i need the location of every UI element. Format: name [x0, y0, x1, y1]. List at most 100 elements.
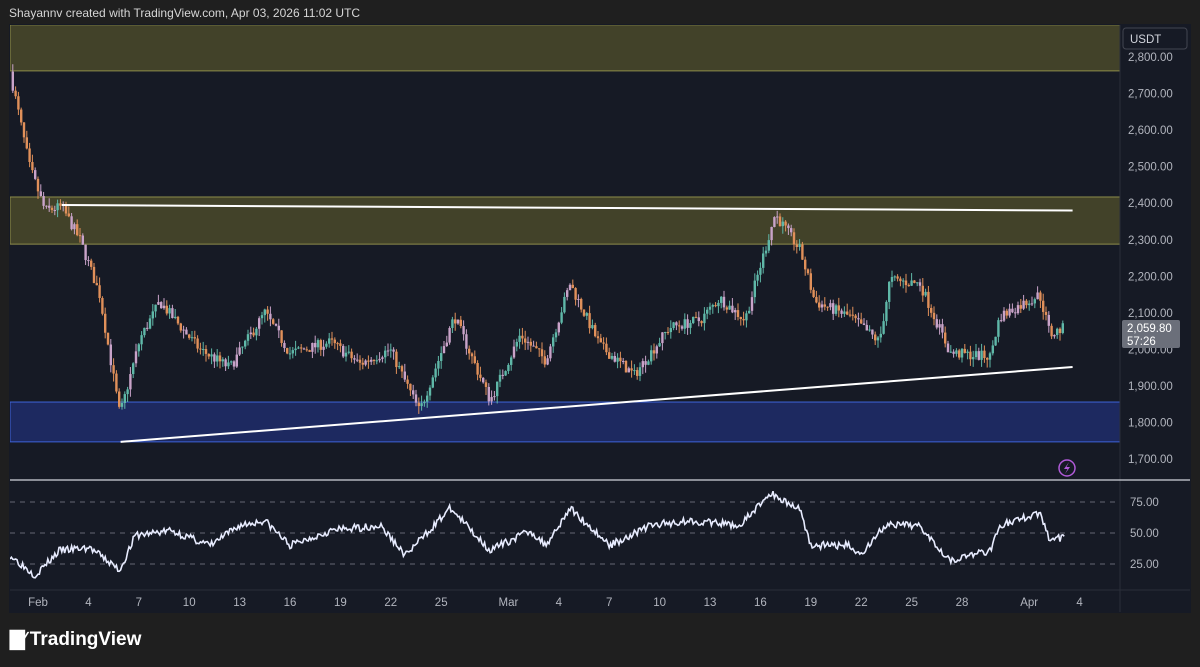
- candle: [526, 341, 530, 343]
- candle: [641, 361, 644, 368]
- currency-label[interactable]: USDT: [1130, 34, 1161, 46]
- candle: [571, 284, 574, 289]
- candle: [574, 288, 577, 300]
- candle: [459, 319, 462, 327]
- lightning-icon[interactable]: [1058, 459, 1076, 477]
- candle: [714, 305, 717, 307]
- candle: [190, 337, 194, 339]
- candle: [101, 297, 104, 314]
- candle: [770, 226, 773, 241]
- candle: [666, 332, 670, 334]
- candle: [804, 259, 807, 270]
- candle: [165, 305, 168, 314]
- candle: [708, 306, 712, 310]
- candle: [406, 379, 409, 384]
- candle: [112, 365, 115, 374]
- candle: [725, 307, 728, 310]
- currency-box: [1122, 27, 1188, 50]
- candle: [482, 377, 485, 383]
- candle: [717, 302, 720, 307]
- candle: [174, 316, 177, 319]
- candle: [529, 341, 532, 346]
- lightning-icon-ring: [1058, 459, 1076, 477]
- candle: [958, 350, 961, 358]
- candle: [960, 348, 964, 358]
- candle: [42, 196, 45, 206]
- tradingview-logo-text: TradingView: [29, 628, 142, 650]
- candle: [969, 351, 972, 360]
- candle: [986, 358, 989, 360]
- candle: [451, 319, 454, 328]
- candle: [818, 302, 821, 308]
- candle: [168, 308, 171, 314]
- candle: [266, 309, 269, 314]
- time-tick-label: 28: [956, 597, 969, 609]
- candle: [1025, 300, 1028, 306]
- candle: [596, 336, 600, 339]
- candle: [1011, 308, 1014, 313]
- candle: [638, 367, 642, 376]
- candle: [412, 390, 415, 395]
- candle: [423, 401, 426, 404]
- candle: [431, 377, 434, 388]
- candle: [851, 314, 854, 316]
- lightning-icon-bolt: [1064, 462, 1070, 474]
- time-tick-label: 13: [233, 597, 246, 609]
- support-zone: [10, 401, 1120, 443]
- chart-frame[interactable]: [9, 24, 1191, 613]
- candle: [826, 306, 829, 308]
- time-tick-label: 4: [556, 597, 563, 609]
- candle: [207, 353, 210, 357]
- candle: [305, 349, 308, 351]
- candle: [515, 341, 518, 347]
- candle: [706, 309, 709, 314]
- candle: [286, 348, 289, 354]
- candle: [994, 336, 997, 346]
- candle: [554, 332, 558, 338]
- tradingview-logo[interactable]: ▇∕ TradingView: [10, 628, 141, 651]
- candle: [885, 301, 888, 322]
- candle: [148, 318, 152, 329]
- candle: [1036, 292, 1039, 300]
- time-tick-label: Apr: [1020, 597, 1038, 609]
- candle: [700, 321, 703, 324]
- candle: [193, 337, 196, 339]
- candle: [297, 347, 300, 349]
- candle: [1005, 310, 1008, 316]
- candle: [255, 328, 258, 336]
- candle: [493, 396, 496, 398]
- candle: [238, 347, 241, 355]
- candle: [832, 303, 835, 314]
- candle: [652, 350, 656, 354]
- price-tick-label: 2,100.00: [1128, 308, 1173, 320]
- upper-supply-zone: [10, 25, 1120, 72]
- candle: [426, 395, 429, 402]
- candle: [31, 162, 34, 171]
- candle: [78, 235, 82, 237]
- time-tick-label: 16: [754, 597, 767, 609]
- candle: [151, 311, 154, 319]
- price-tick-label: 1,900.00: [1128, 381, 1173, 393]
- candle: [742, 319, 745, 321]
- candle: [277, 325, 280, 331]
- candle: [274, 323, 278, 326]
- candle: [230, 361, 233, 363]
- candle: [342, 345, 345, 357]
- candle: [36, 178, 40, 192]
- candle: [823, 304, 826, 307]
- candle: [798, 244, 801, 248]
- candle: [445, 342, 448, 347]
- candle: [801, 244, 804, 260]
- time-tick-label: 4: [1076, 597, 1083, 609]
- price-tick-label: 2,700.00: [1128, 89, 1173, 101]
- candle: [938, 324, 941, 328]
- candle: [1044, 311, 1048, 315]
- candle: [661, 332, 664, 344]
- candle: [392, 349, 395, 352]
- candle: [927, 291, 930, 308]
- candle: [157, 302, 160, 305]
- candle: [120, 403, 124, 407]
- candle: [913, 280, 916, 283]
- candle: [370, 359, 373, 362]
